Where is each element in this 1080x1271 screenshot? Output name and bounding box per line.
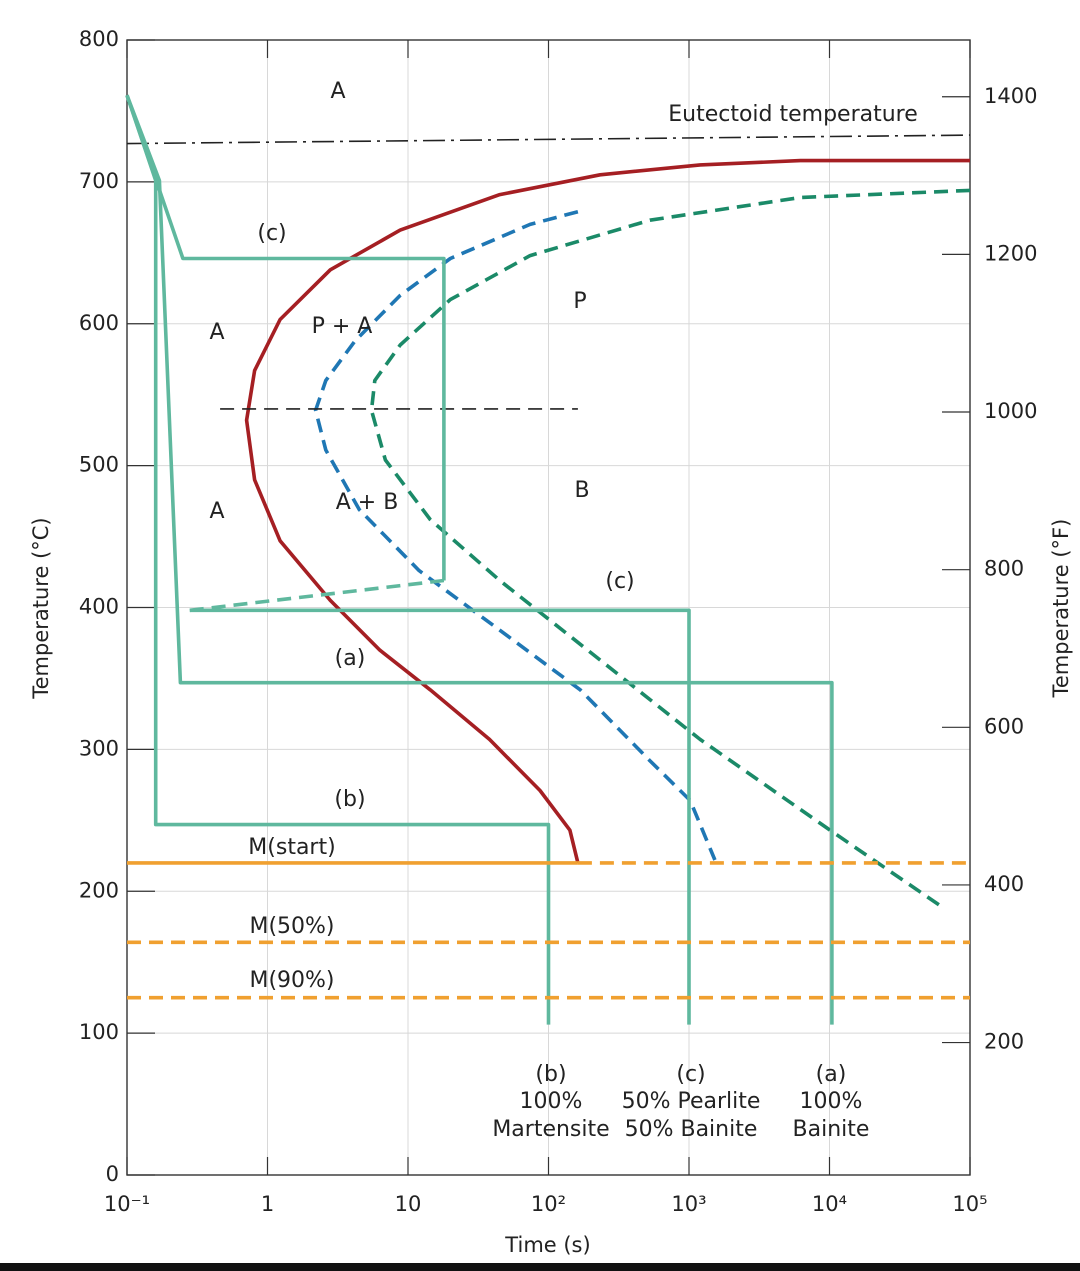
curve xyxy=(125,94,834,1025)
y2-tick-label: 200 xyxy=(984,1030,1024,1054)
annotation: (c) xyxy=(605,569,634,594)
annotation: Martensite xyxy=(492,1117,609,1142)
x-tick-label: 1 xyxy=(261,1192,274,1216)
x-tick-label: 10⁴ xyxy=(812,1192,847,1216)
y-axis-label: Temperature (°C) xyxy=(29,517,53,699)
y-tick-label: 800 xyxy=(79,27,119,51)
x-tick-label: 10² xyxy=(531,1192,566,1216)
annotation: (c) xyxy=(676,1062,705,1087)
y-tick-label: 500 xyxy=(79,453,119,477)
x-tick-label: 10⁻¹ xyxy=(104,1192,150,1216)
y-tick-label: 300 xyxy=(79,736,119,760)
curve xyxy=(126,134,971,145)
annotation: M(50%) xyxy=(249,914,334,939)
curve xyxy=(189,608,691,1025)
annotation: 50% Bainite xyxy=(625,1117,758,1142)
curve xyxy=(125,94,446,581)
annotation: A xyxy=(209,499,224,524)
y2-tick-label: 600 xyxy=(984,714,1024,738)
y-tick-label: 200 xyxy=(79,878,119,902)
annotation: (a) xyxy=(816,1062,847,1087)
annotation: M(start) xyxy=(248,835,335,860)
annotation: Eutectoid temperature xyxy=(668,102,918,127)
annotation: Bainite xyxy=(793,1117,870,1142)
annotation: (b) xyxy=(334,787,365,812)
y-tick-label: 600 xyxy=(79,311,119,335)
x-tick-label: 10³ xyxy=(671,1192,706,1216)
bottom-bar xyxy=(0,1263,1080,1271)
annotation: A xyxy=(330,79,345,104)
y2-tick-label: 800 xyxy=(984,557,1024,581)
y2-tick-label: 1000 xyxy=(984,399,1037,423)
curve xyxy=(125,94,551,1025)
annotation: (c) xyxy=(257,221,286,246)
annotation: A xyxy=(209,320,224,345)
x-axis-label: Time (s) xyxy=(504,1233,590,1257)
curve xyxy=(313,209,717,861)
annotation: 50% Pearlite xyxy=(622,1089,761,1114)
annotation: P + A xyxy=(312,314,373,339)
curve xyxy=(369,188,971,907)
x-tick-label: 10⁵ xyxy=(952,1192,987,1216)
x-tick-label: 10 xyxy=(395,1192,422,1216)
y2-tick-label: 1400 xyxy=(984,84,1037,108)
annotation: M(90%) xyxy=(249,968,334,993)
plot-frame xyxy=(126,39,971,1176)
y2-tick-label: 400 xyxy=(984,872,1024,896)
y-tick-label: 100 xyxy=(79,1020,119,1044)
y-tick-label: 400 xyxy=(79,595,119,619)
annotation: 100% xyxy=(800,1089,863,1114)
curve xyxy=(244,158,970,864)
y-tick-label: 0 xyxy=(106,1162,119,1186)
y2-axis-label: Temperature (°F) xyxy=(1049,519,1073,699)
annotation: P xyxy=(573,289,586,314)
annotation: (b) xyxy=(535,1062,566,1087)
y2-tick-label: 1200 xyxy=(984,241,1037,265)
annotation: A + B xyxy=(336,490,399,515)
annotation: (a) xyxy=(335,646,366,671)
annotation: 100% xyxy=(520,1089,583,1114)
annotation: B xyxy=(574,478,589,503)
y-tick-label: 700 xyxy=(79,169,119,193)
